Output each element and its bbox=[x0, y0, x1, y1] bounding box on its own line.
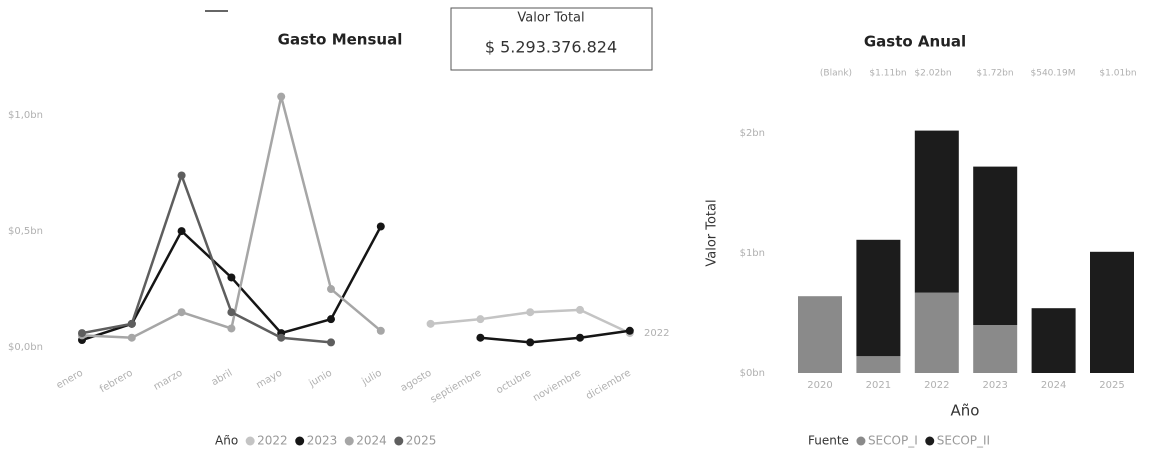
total-label: $1.01bn bbox=[1099, 69, 1136, 79]
point bbox=[227, 273, 236, 282]
legend-swatch bbox=[925, 436, 935, 446]
point bbox=[327, 338, 335, 347]
legend-label: 2022 bbox=[257, 434, 288, 448]
point bbox=[476, 333, 485, 342]
legend-swatch bbox=[394, 436, 404, 446]
total-label: $1.11bn bbox=[869, 69, 906, 79]
total-label: $2.02bn bbox=[914, 69, 951, 79]
bar-segment bbox=[856, 356, 901, 373]
point bbox=[327, 285, 335, 294]
point bbox=[177, 171, 186, 180]
y-tick-label: $0,5bn bbox=[8, 226, 43, 237]
bar-segment bbox=[914, 130, 959, 293]
x-tick-label: 2023 bbox=[982, 380, 1007, 391]
legend-label: 2025 bbox=[406, 434, 437, 448]
point bbox=[277, 333, 286, 342]
point bbox=[426, 319, 435, 328]
card-label: Valor Total bbox=[517, 11, 584, 26]
bar-segment bbox=[1090, 251, 1134, 373]
point bbox=[625, 326, 634, 335]
point bbox=[177, 227, 186, 236]
card-value: $ 5.293.376.824 bbox=[485, 38, 617, 57]
total-label: $1.72bn bbox=[976, 69, 1013, 79]
legend-swatch bbox=[856, 436, 866, 446]
x-tick-label: 2025 bbox=[1099, 380, 1124, 391]
point bbox=[576, 305, 584, 314]
point bbox=[78, 329, 86, 338]
y-tick-label: $0,0bn bbox=[8, 342, 43, 353]
total-label: $540.19M bbox=[1031, 69, 1076, 79]
y-tick-label: $1,0bn bbox=[8, 110, 43, 121]
bar-segment bbox=[973, 325, 1018, 373]
x-tick-label: 2022 bbox=[924, 380, 949, 391]
legend-label: SECOP_I bbox=[868, 434, 918, 448]
legend-label: 2023 bbox=[307, 434, 338, 448]
point bbox=[526, 308, 535, 317]
point bbox=[227, 308, 236, 317]
point bbox=[177, 308, 186, 317]
point bbox=[227, 324, 236, 333]
bar-segment bbox=[798, 296, 842, 373]
y-axis-label: Valor Total bbox=[705, 199, 720, 266]
series-line bbox=[480, 329, 630, 344]
legend-swatch bbox=[344, 436, 354, 446]
point bbox=[376, 222, 385, 231]
legend-swatch bbox=[245, 436, 255, 446]
x-tick-label: 2020 bbox=[807, 380, 832, 391]
y-tick-label: $0bn bbox=[740, 368, 765, 379]
legend-title: Año bbox=[215, 434, 238, 448]
point bbox=[327, 315, 335, 324]
bar-segment bbox=[973, 166, 1018, 325]
x-axis-label: Año bbox=[951, 402, 980, 420]
legend-label: SECOP_II bbox=[937, 434, 990, 448]
point bbox=[277, 92, 286, 101]
series-line bbox=[81, 171, 332, 344]
total-label: (Blank) bbox=[820, 69, 852, 79]
point bbox=[476, 315, 485, 324]
point bbox=[127, 319, 136, 328]
card bbox=[450, 7, 653, 71]
line-title: Gasto Mensual bbox=[278, 31, 403, 49]
x-tick-label: 2021 bbox=[866, 380, 891, 391]
point bbox=[576, 333, 584, 342]
legend-label: 2024 bbox=[356, 434, 387, 448]
end-label: 2022 bbox=[644, 328, 669, 339]
legend-title: Fuente bbox=[808, 434, 849, 448]
point bbox=[526, 338, 535, 347]
bar-segment bbox=[856, 239, 901, 357]
bar-segment bbox=[1031, 308, 1076, 373]
legend-swatch bbox=[295, 436, 305, 446]
y-tick-label: $1bn bbox=[740, 248, 765, 259]
x-tick-label: 2024 bbox=[1041, 380, 1066, 391]
point bbox=[127, 333, 136, 342]
point bbox=[376, 326, 385, 335]
bar-title: Gasto Anual bbox=[864, 33, 966, 51]
y-tick-label: $2bn bbox=[740, 128, 765, 139]
bar-segment bbox=[914, 292, 959, 373]
